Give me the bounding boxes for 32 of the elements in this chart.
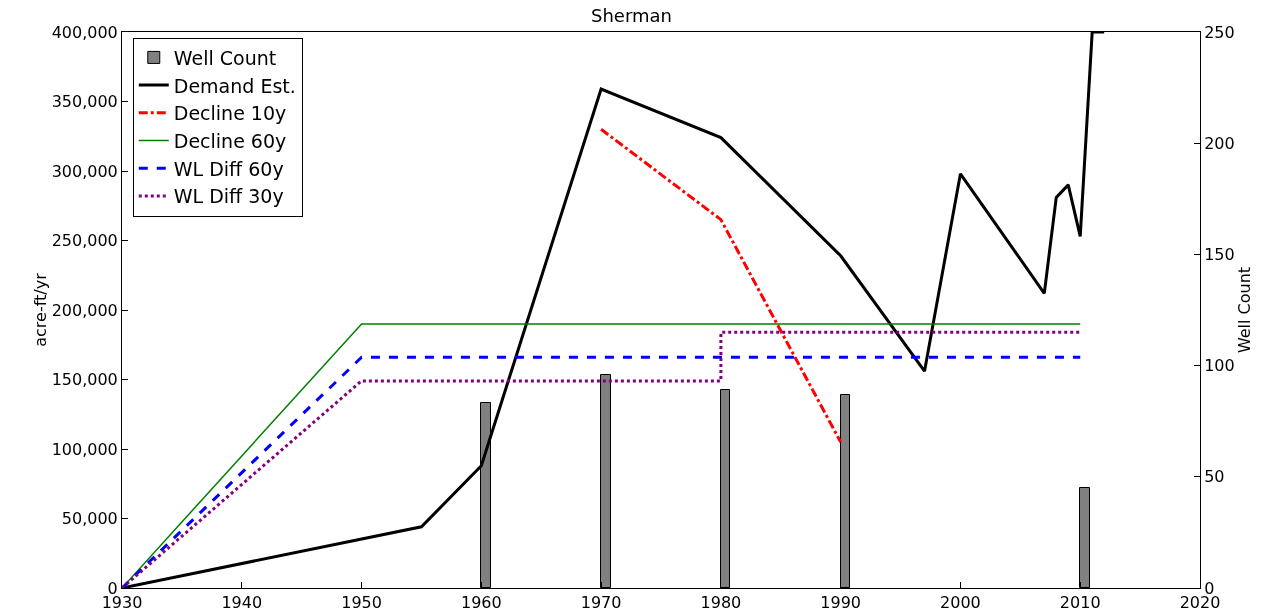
x-tick-label: 2020 bbox=[1179, 593, 1221, 613]
x-tick-label: 1930 bbox=[101, 593, 143, 613]
y-tick-label: 300,000 bbox=[51, 161, 118, 181]
legend-label: Demand Est. bbox=[173, 74, 296, 97]
x-tick-label: 1990 bbox=[820, 593, 862, 613]
y2-axis-title: Well Count bbox=[1235, 266, 1254, 354]
y-axis-title: acre-ft/yr bbox=[30, 272, 50, 347]
y2-tick-label: 100 bbox=[1204, 356, 1235, 376]
legend-label: Well Count bbox=[173, 46, 277, 69]
legend-label: Decline 60y bbox=[173, 129, 287, 152]
y-tick-label: 50,000 bbox=[61, 509, 118, 529]
legend-label: WL Diff 60y bbox=[173, 157, 284, 180]
y2-tick-label: 200 bbox=[1204, 133, 1235, 153]
y-tick-label: 200,000 bbox=[51, 300, 118, 320]
x-tick-label: 1980 bbox=[700, 593, 742, 613]
x-tick-label: 1940 bbox=[221, 593, 263, 613]
x-tick-label: 1950 bbox=[341, 593, 382, 613]
y-tick-label: 250,000 bbox=[51, 231, 118, 251]
y-tick-label: 150,000 bbox=[51, 370, 118, 390]
x-tick-label: 1960 bbox=[460, 593, 502, 613]
y-tick-label: 400,000 bbox=[51, 22, 118, 42]
y2-tick-label: 150 bbox=[1204, 245, 1235, 264]
y-tick-label: 100,000 bbox=[51, 439, 118, 459]
legend-label: WL Diff 30y bbox=[173, 185, 284, 208]
chart-title: Sherman bbox=[591, 4, 672, 26]
legend-label: Decline 10y bbox=[173, 102, 287, 125]
y-tick-label: 350,000 bbox=[51, 92, 118, 112]
y2-tick-label: 50 bbox=[1204, 467, 1225, 487]
x-tick-label: 2000 bbox=[940, 593, 981, 613]
y2-tick-label: 250 bbox=[1204, 22, 1235, 42]
x-tick-label: 1970 bbox=[580, 593, 622, 613]
x-tick-label: 2010 bbox=[1059, 593, 1101, 613]
